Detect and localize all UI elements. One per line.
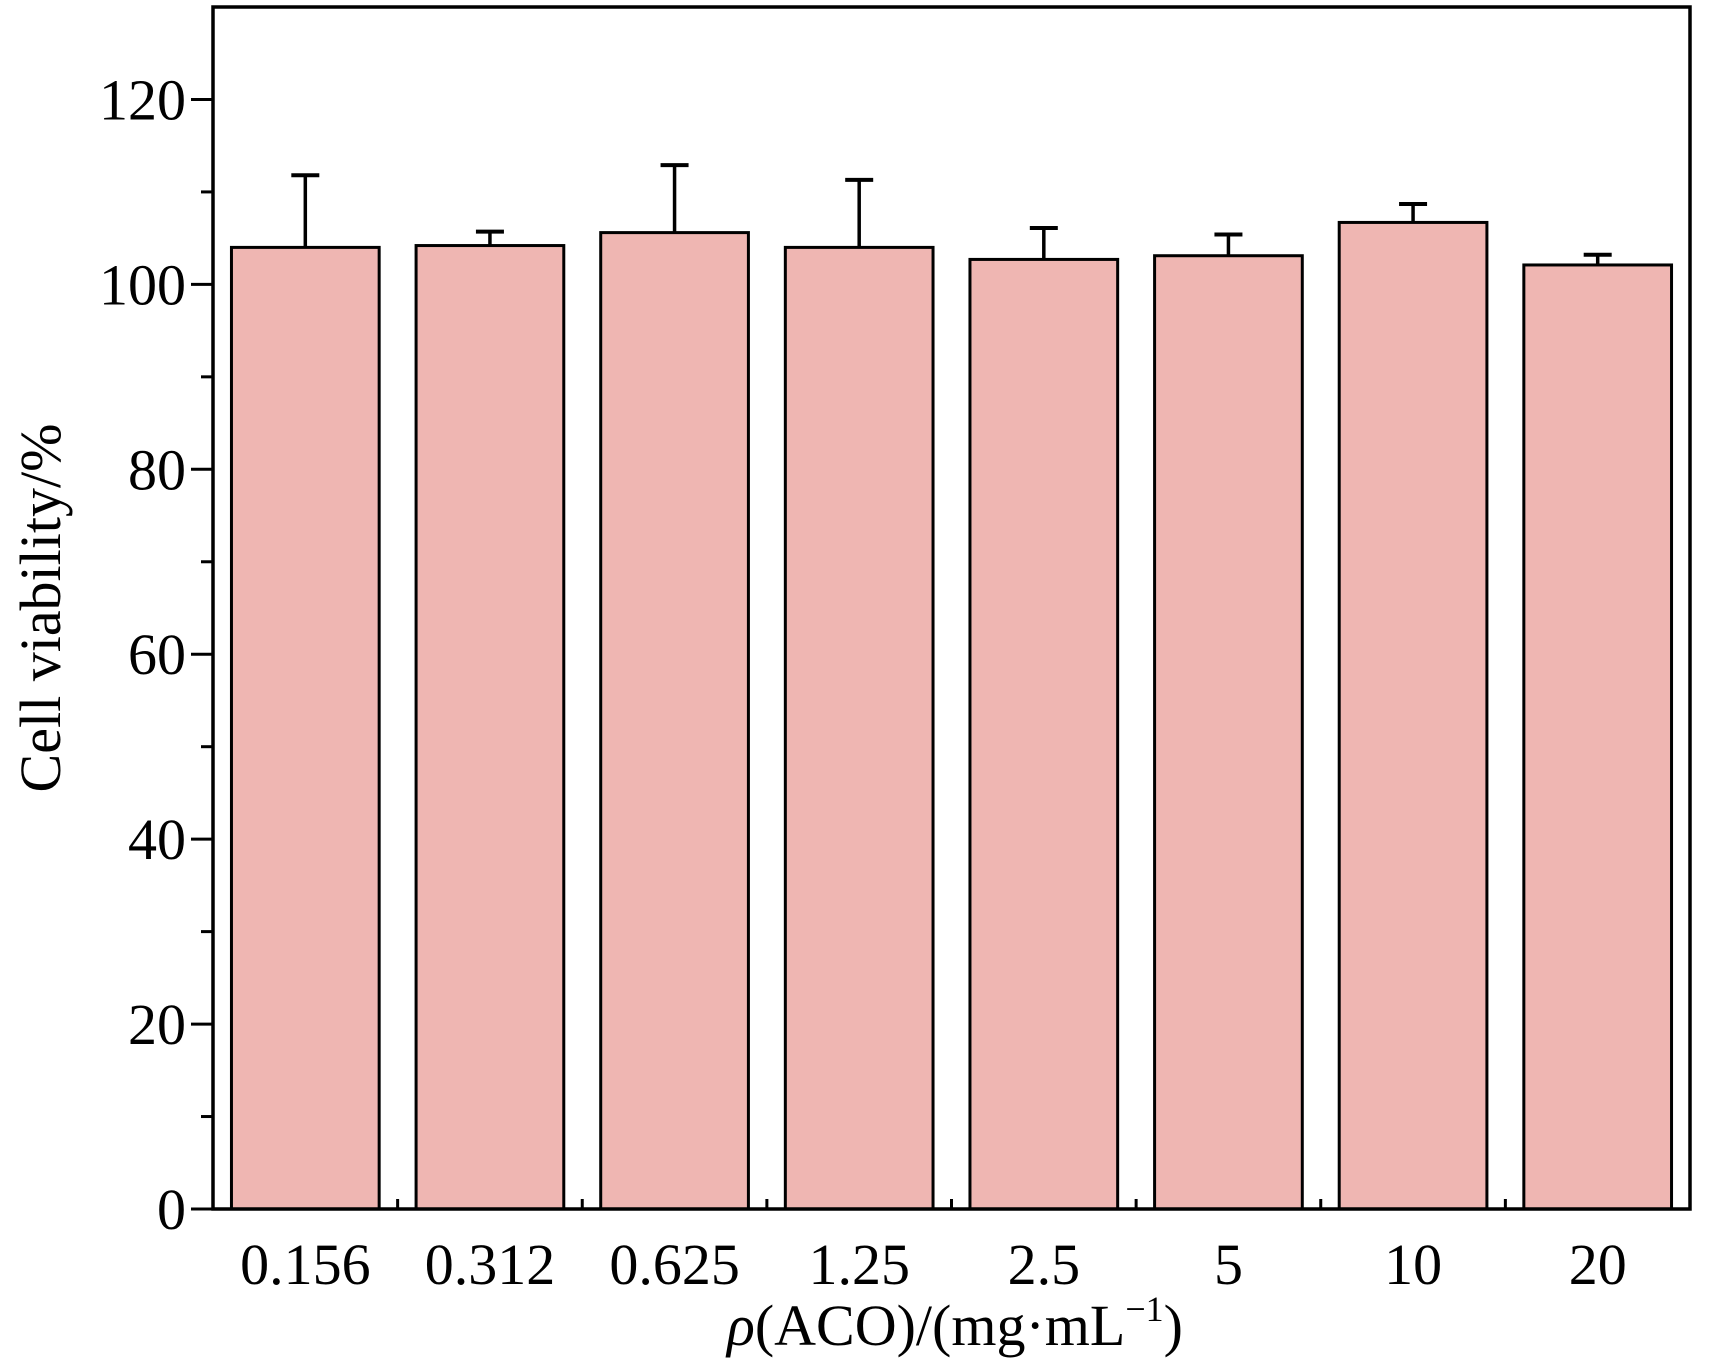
- x-tick-label: 1.25: [808, 1232, 910, 1297]
- x-tick-label: 0.625: [609, 1232, 740, 1297]
- bar-0.312: [414, 244, 566, 1211]
- bar-0.625: [599, 231, 750, 1211]
- bar-5: [1153, 254, 1304, 1211]
- x-axis-title: ρ(ACO)/(mg·mL−1): [725, 1289, 1183, 1358]
- y-tick-label: 80: [128, 437, 186, 502]
- axes-group: [191, 5, 1692, 1211]
- x-tick-label: 20: [1569, 1232, 1627, 1297]
- x-tick-label: 10: [1384, 1232, 1442, 1297]
- x-axis-title-close: ): [1164, 1293, 1183, 1358]
- y-tick-label: 0: [157, 1177, 186, 1242]
- y-tick-label: 100: [99, 252, 186, 317]
- y-tick-label: 120: [99, 67, 186, 132]
- x-tick-label: 5: [1214, 1232, 1243, 1297]
- x-tick-label: 0.312: [425, 1232, 556, 1297]
- plot-frame: [211, 5, 1692, 1211]
- x-axis-title-text: (ACO)/(mg·mL: [755, 1293, 1126, 1358]
- x-tick-label: 2.5: [1008, 1232, 1081, 1297]
- bars-group: [229, 220, 1674, 1211]
- error-bars-group: [291, 163, 1612, 265]
- x-axis-title-symbol: ρ: [725, 1293, 755, 1358]
- labels-group: 0.156 0.312 0.625 1.25 2.5 5 10 20 0 20 40 60 80 100 1…: [8, 67, 1627, 1358]
- y-axis-title: Cell viability/%: [8, 424, 73, 793]
- bar-10: [1337, 220, 1489, 1211]
- y-tick-label: 20: [128, 992, 186, 1057]
- x-axis-title-superscript: −1: [1125, 1289, 1163, 1329]
- bar-1.25: [783, 245, 935, 1211]
- bar-20: [1522, 263, 1674, 1211]
- bar-2.5: [968, 257, 1120, 1211]
- y-tick-label: 40: [128, 807, 186, 872]
- y-tick-label: 60: [128, 622, 186, 687]
- x-tick-label: 0.156: [240, 1232, 371, 1297]
- bar-0.156: [229, 245, 381, 1211]
